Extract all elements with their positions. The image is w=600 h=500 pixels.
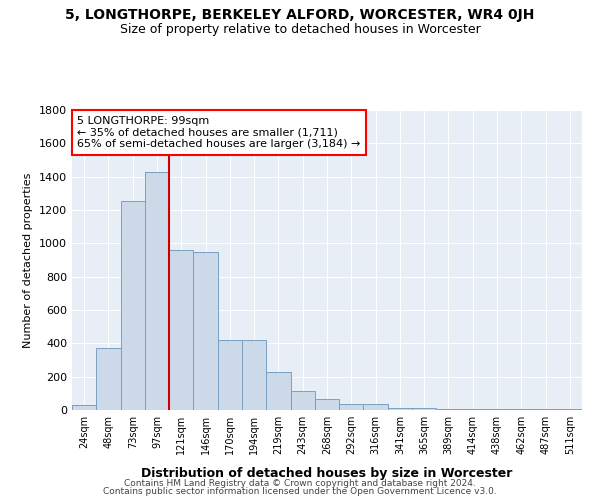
Bar [558, 409, 582, 410]
Bar [461, 409, 485, 410]
Bar [412, 408, 436, 410]
Bar [266, 372, 290, 410]
Bar [388, 408, 412, 410]
Bar [533, 409, 558, 410]
Y-axis label: Number of detached properties: Number of detached properties [23, 172, 34, 348]
Bar [218, 340, 242, 410]
Text: 5, LONGTHORPE, BERKELEY ALFORD, WORCESTER, WR4 0JH: 5, LONGTHORPE, BERKELEY ALFORD, WORCESTE… [65, 8, 535, 22]
Text: Size of property relative to detached houses in Worcester: Size of property relative to detached ho… [119, 22, 481, 36]
Bar [436, 409, 461, 410]
Bar [193, 252, 218, 410]
Bar [121, 201, 145, 410]
Bar [290, 391, 315, 410]
Bar [72, 405, 96, 410]
Text: Contains public sector information licensed under the Open Government Licence v3: Contains public sector information licen… [103, 487, 497, 496]
Bar [509, 409, 533, 410]
Bar [315, 399, 339, 410]
Text: Contains HM Land Registry data © Crown copyright and database right 2024.: Contains HM Land Registry data © Crown c… [124, 478, 476, 488]
Bar [339, 404, 364, 410]
Bar [145, 172, 169, 410]
Text: 5 LONGTHORPE: 99sqm
← 35% of detached houses are smaller (1,711)
65% of semi-det: 5 LONGTHORPE: 99sqm ← 35% of detached ho… [77, 116, 361, 149]
Bar [169, 250, 193, 410]
Bar [242, 340, 266, 410]
Bar [364, 404, 388, 410]
Bar [485, 409, 509, 410]
Text: Distribution of detached houses by size in Worcester: Distribution of detached houses by size … [142, 468, 512, 480]
Bar [96, 348, 121, 410]
